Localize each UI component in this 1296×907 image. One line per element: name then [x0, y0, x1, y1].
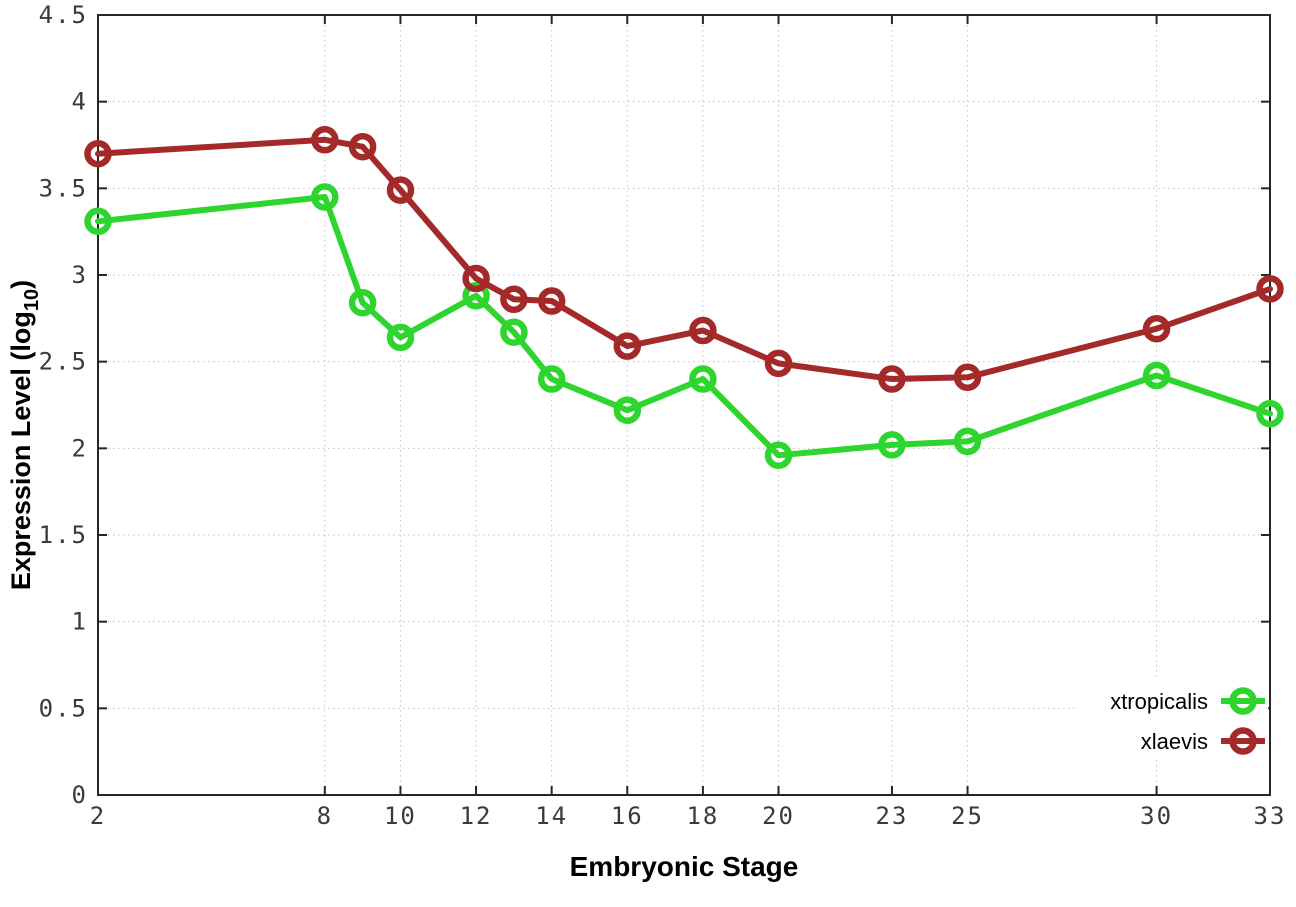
- data-point-marker: [500, 318, 528, 346]
- x-tick-label: 10: [384, 802, 417, 830]
- data-point-marker: [1142, 361, 1171, 390]
- data-point-marker: [1256, 275, 1284, 303]
- x-axis-title: Embryonic Stage: [570, 851, 799, 882]
- y-axis-title: Expression Level (log10): [6, 280, 43, 590]
- data-point-marker: [500, 285, 528, 314]
- legend-entry-xtropicalis: xtropicalis: [1110, 687, 1265, 715]
- data-point-marker: [1256, 399, 1284, 428]
- chart-layer: 2 8 10 12 14 16 18 20 23 25 30 33 0 0.5 1 1.5 2 2.5 3 3.5 4 4…: [39, 1, 1287, 830]
- y-tick-label: 3.5: [39, 174, 88, 202]
- y-tick-label: 0.5: [39, 694, 88, 722]
- data-point-marker: [764, 349, 793, 378]
- legend-label: xtropicalis: [1110, 689, 1208, 714]
- data-point-marker: [613, 396, 642, 424]
- data-point-marker: [311, 183, 339, 211]
- y-tick-label: 3: [72, 261, 88, 289]
- x-tick-label: 8: [317, 802, 333, 830]
- legend-label: xlaevis: [1141, 729, 1208, 754]
- data-point-marker: [689, 316, 717, 345]
- y-tick-label: 2: [72, 434, 88, 462]
- data-point-marker: [348, 288, 377, 317]
- data-point-marker: [1142, 314, 1171, 343]
- data-point-marker: [537, 287, 566, 315]
- data-point-marker: [764, 441, 793, 470]
- series-xlaevis: [84, 126, 1284, 393]
- legend-marker-circle: [1229, 687, 1257, 715]
- x-tick-label: 12: [460, 802, 493, 830]
- data-point-marker: [462, 282, 490, 310]
- series-line: [95, 194, 1273, 459]
- data-point-marker: [613, 332, 642, 360]
- series-xtropicalis: [84, 183, 1284, 470]
- y-tick-label: 0: [72, 781, 88, 809]
- y-tick-label: 4.5: [39, 1, 88, 29]
- legend-entry-xlaevis: xlaevis: [1141, 727, 1265, 755]
- x-tick-label: 33: [1254, 802, 1287, 830]
- plot-border: [97, 14, 1271, 796]
- y-tick-label: 2.5: [39, 348, 88, 376]
- data-point-marker: [311, 126, 339, 154]
- data-point-marker: [84, 139, 112, 168]
- data-point-marker: [386, 176, 415, 204]
- x-tick-label: 20: [762, 802, 795, 830]
- x-tick-label: 2: [90, 802, 106, 830]
- x-tick-labels: 2 8 10 12 14 16 18 20 23 25 30 33: [90, 802, 1287, 830]
- y-axis-title-subscript: 10: [21, 289, 43, 311]
- data-point-marker: [953, 363, 982, 392]
- axis-ticks: [97, 14, 1271, 796]
- x-tick-label: 18: [686, 802, 719, 830]
- data-point-marker: [386, 323, 415, 352]
- x-tick-label: 16: [611, 802, 644, 830]
- x-tick-label: 14: [535, 802, 568, 830]
- data-point-marker: [878, 365, 906, 393]
- x-tick-label: 25: [951, 802, 984, 830]
- y-tick-label: 4: [72, 88, 88, 116]
- x-tick-label: 30: [1140, 802, 1173, 830]
- data-point-marker: [689, 365, 717, 393]
- data-point-marker: [537, 365, 566, 393]
- data-point-marker: [462, 264, 490, 293]
- data-point-marker: [953, 427, 982, 456]
- legend-marker-circle: [1229, 727, 1257, 755]
- legend: xtropicalis xlaevis: [1078, 680, 1268, 760]
- data-point-marker: [878, 431, 906, 459]
- y-tick-labels: 0 0.5 1 1.5 2 2.5 3 3.5 4 4.5: [39, 1, 88, 809]
- series-line: [95, 136, 1273, 382]
- data-point-marker: [84, 207, 112, 236]
- x-tick-label: 23: [875, 802, 908, 830]
- grid: [98, 15, 1270, 795]
- y-tick-label: 1.5: [39, 521, 88, 549]
- y-tick-label: 1: [72, 608, 88, 636]
- data-point-marker: [348, 132, 377, 161]
